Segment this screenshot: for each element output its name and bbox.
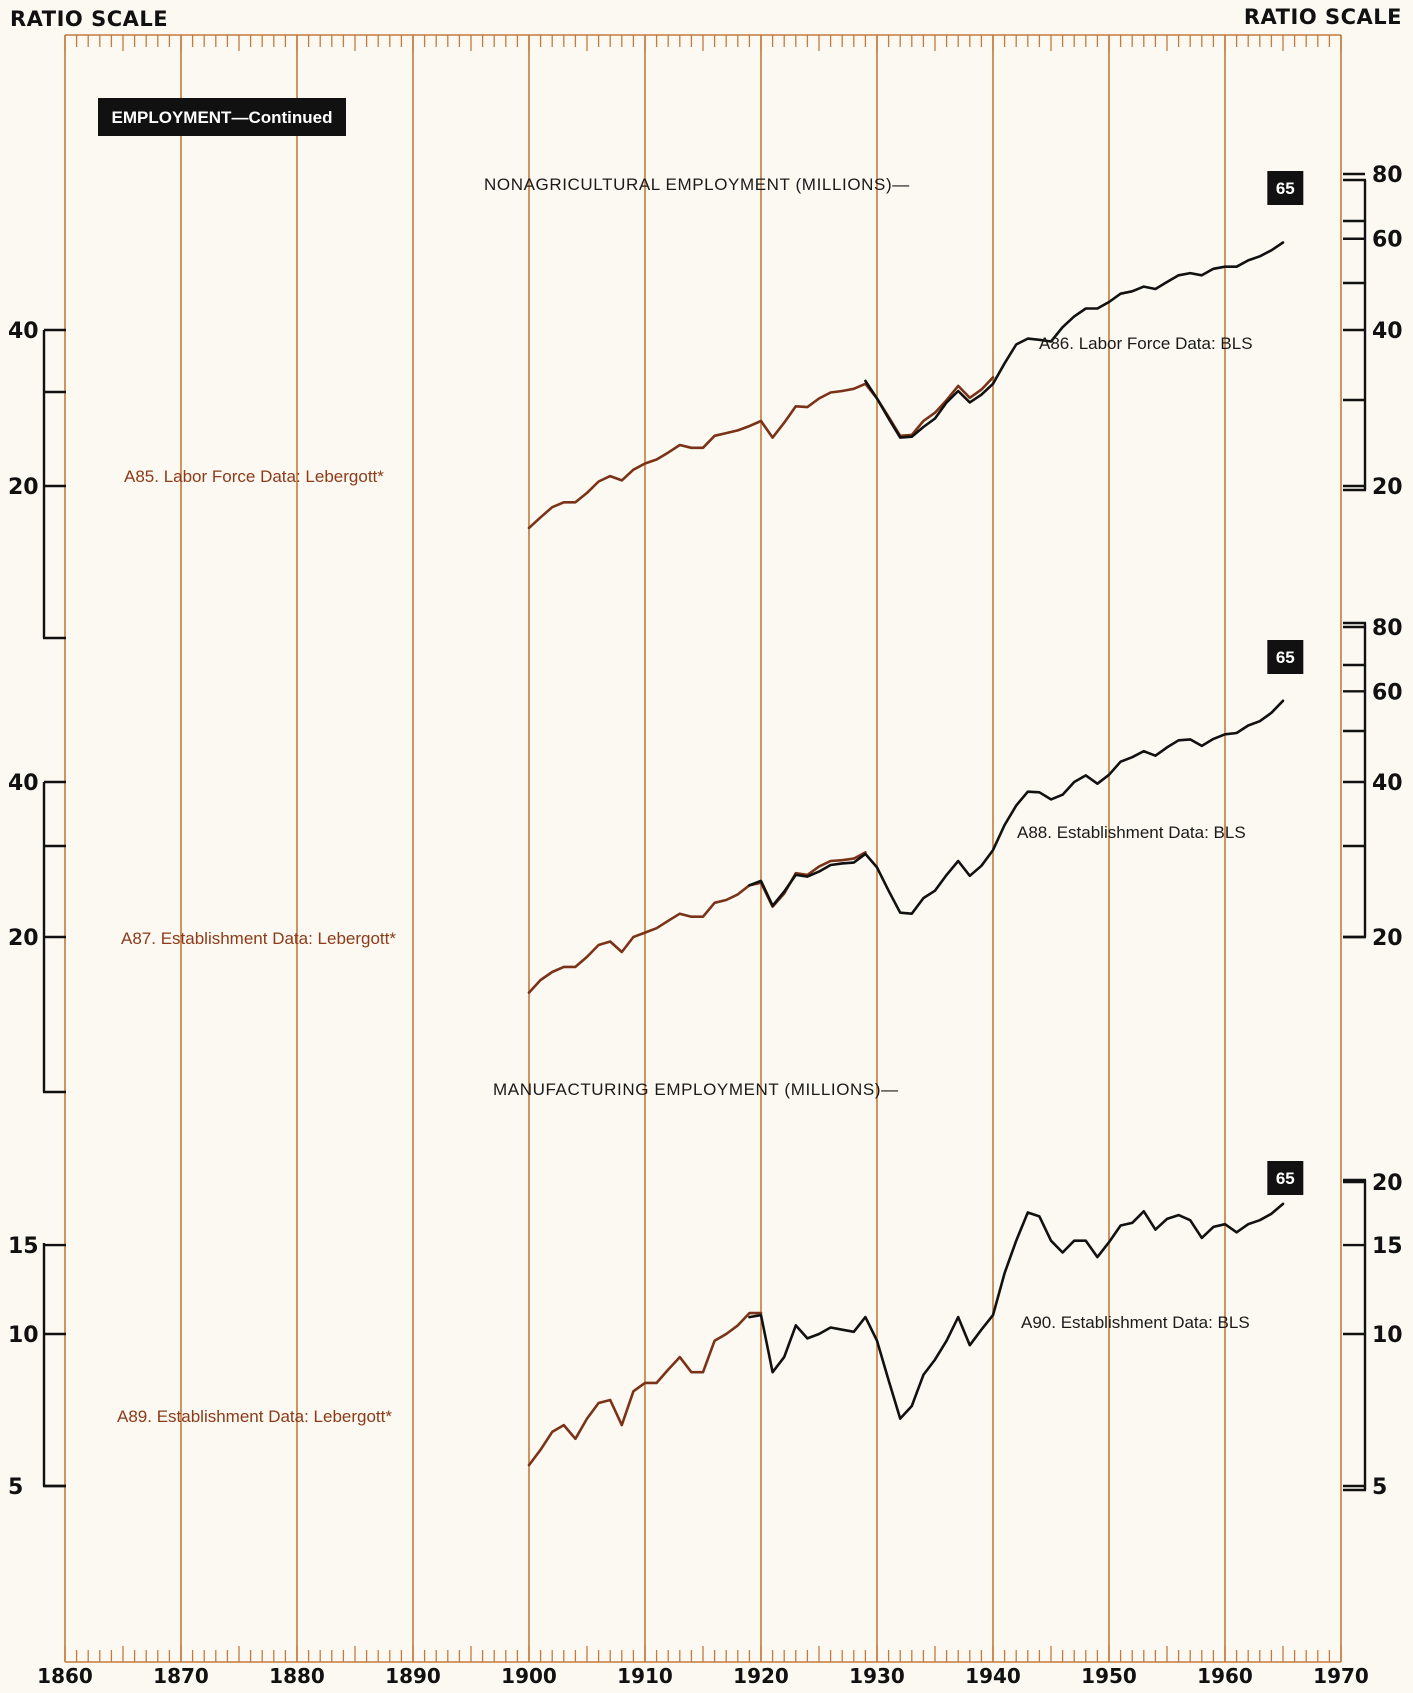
left-tick-label-3-15: 15	[8, 1234, 39, 1259]
right-tick-label-3-10: 10	[1372, 1323, 1403, 1348]
right-tick-label-1-40: 40	[1372, 319, 1403, 344]
right-tick-label-1-80: 80	[1372, 163, 1403, 188]
left-scale-label: RATIO SCALE	[10, 7, 168, 31]
right-tick-label-3-15: 15	[1372, 1234, 1403, 1259]
left-tick-label-2-40: 40	[8, 771, 39, 796]
left-tick-label-1-40: 40	[8, 319, 39, 344]
year-label-1950: 1950	[1081, 1664, 1137, 1688]
end-year-badges: 65 65 65	[1267, 171, 1304, 1195]
left-tick-label-1-20: 20	[8, 475, 39, 500]
data-series	[527, 241, 1285, 1467]
right-tick-label-3-5: 5	[1372, 1475, 1387, 1500]
left-tick-label-3-5: 5	[8, 1475, 23, 1500]
series-label-a88: A88. Establishment Data: BLS	[1017, 823, 1246, 842]
x-axis-year-labels: 1860 1870 1880 1890 1900 1910 1920 1930 1940 1950…	[37, 1664, 1369, 1688]
right-tick-label-1-60: 60	[1372, 228, 1403, 253]
value-axes: 40 20 80 60 40 20 40 20 80 60 40 20 15 10 5 20 15 10 5	[8, 163, 1403, 1500]
year-minor-ticks	[64, 35, 1342, 1662]
year-label-1860: 1860	[37, 1664, 93, 1688]
end-badge-box-3	[1267, 1161, 1304, 1195]
right-tick-label-3-20: 20	[1372, 1171, 1403, 1196]
end-badge-label-1: 65	[1276, 179, 1295, 198]
end-badge-label-2: 65	[1276, 648, 1295, 667]
series-label-a85: A85. Labor Force Data: Lebergott*	[124, 467, 384, 486]
right-tick-label-2-60: 60	[1372, 680, 1403, 705]
section-badge: EMPLOYMENT—Continued	[98, 98, 346, 136]
left-tick-label-2-20: 20	[8, 926, 39, 951]
series-line-2-lebergott	[527, 851, 867, 994]
series-line-1-lebergott	[527, 376, 995, 530]
section-badge-box	[98, 98, 346, 136]
series-label-a90: A90. Establishment Data: BLS	[1021, 1313, 1250, 1332]
year-label-1960: 1960	[1197, 1664, 1253, 1688]
right-tick-label-1-20: 20	[1372, 475, 1403, 500]
year-label-1930: 1930	[849, 1664, 905, 1688]
series-line-2-bls	[748, 699, 1285, 916]
right-tick-label-2-80: 80	[1372, 616, 1403, 641]
right-tick-label-2-20: 20	[1372, 926, 1403, 951]
series-line-3-bls	[748, 1202, 1285, 1420]
left-tick-label-3-10: 10	[8, 1323, 39, 1348]
year-label-1880: 1880	[269, 1664, 325, 1688]
right-scale-label: RATIO SCALE	[1244, 5, 1402, 29]
end-badge-box-2	[1267, 640, 1304, 674]
end-badge-label-3: 65	[1276, 1169, 1295, 1188]
panel1-title: NONAGRICULTURAL EMPLOYMENT (MILLIONS)—	[484, 175, 910, 194]
year-label-1970: 1970	[1313, 1664, 1369, 1688]
year-label-1900: 1900	[501, 1664, 557, 1688]
panel3-title: MANUFACTURING EMPLOYMENT (MILLIONS)—	[493, 1080, 899, 1099]
year-label-1910: 1910	[617, 1664, 673, 1688]
year-label-1920: 1920	[733, 1664, 789, 1688]
year-label-1870: 1870	[153, 1664, 209, 1688]
end-badge-box-1	[1267, 171, 1304, 205]
series-label-a89: A89. Establishment Data: Lebergott*	[117, 1407, 392, 1426]
series-line-3-lebergott	[527, 1311, 763, 1467]
series-label-a87: A87. Establishment Data: Lebergott*	[121, 929, 396, 948]
right-tick-label-2-40: 40	[1372, 771, 1403, 796]
year-label-1890: 1890	[385, 1664, 441, 1688]
section-badge-label: EMPLOYMENT—Continued	[112, 108, 333, 127]
year-label-1940: 1940	[965, 1664, 1021, 1688]
series-label-a86: A86. Labor Force Data: BLS	[1039, 334, 1253, 353]
series-line-1-bls	[864, 241, 1285, 439]
